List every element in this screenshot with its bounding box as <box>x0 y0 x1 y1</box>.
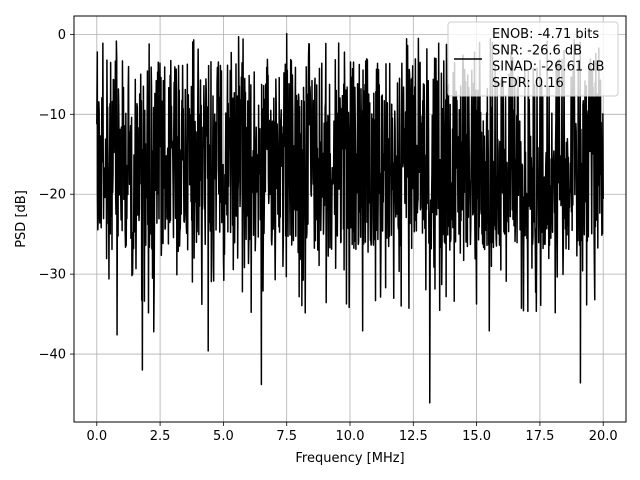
y-tick-label: 0 <box>58 28 66 43</box>
y-axis-label: PSD [dB] <box>14 190 29 248</box>
legend-line: ENOB: -4.71 bits <box>492 27 599 42</box>
legend-line: SNR: -26.6 dB <box>492 43 582 58</box>
axis-ticks: 0.0 2.5 5.0 7.5 10.0 12.5 15.0 17.5 20.0 0 −10 −20 −… <box>39 28 618 444</box>
legend-box <box>447 21 619 97</box>
plot-area <box>96 32 604 404</box>
x-tick-label: 17.5 <box>525 429 554 444</box>
y-tick-label: −20 <box>39 188 66 203</box>
x-axis-label: Frequency [MHz] <box>295 451 404 466</box>
legend-line: SINAD: -26.61 dB <box>492 60 604 75</box>
x-tick-label: 10.0 <box>336 429 365 444</box>
legend-label: ENOB: -4.71 bits SNR: -26.6 dB SINAD: -26.… <box>492 27 604 91</box>
legend-line: SFDR: 0.16 <box>492 76 564 91</box>
x-tick-label: 12.5 <box>399 429 428 444</box>
y-tick-label: −10 <box>39 108 66 123</box>
x-tick-label: 7.5 <box>276 429 297 444</box>
x-tick-label: 20.0 <box>589 429 618 444</box>
y-tick-label: −40 <box>39 348 66 363</box>
y-tick-label: −30 <box>39 268 66 283</box>
x-tick-label: 2.5 <box>150 429 171 444</box>
x-tick-label: 0.0 <box>86 429 107 444</box>
x-tick-label: 15.0 <box>462 429 491 444</box>
x-tick-label: 5.0 <box>213 429 234 444</box>
legend: ENOB: -4.71 bits SNR: -26.6 dB SINAD: -26.… <box>447 21 619 97</box>
psd-series-line <box>96 32 604 404</box>
